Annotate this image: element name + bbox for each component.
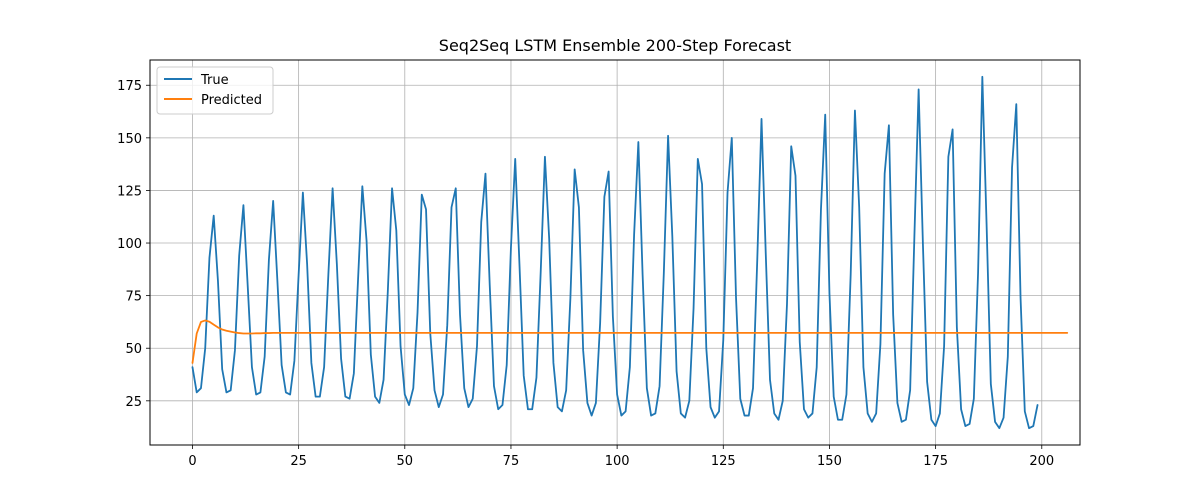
x-tick-label: 150 (817, 454, 842, 469)
plot-area-frame (149, 59, 1081, 446)
x-tick-label: 25 (290, 454, 307, 469)
series-line-predicted (191, 319, 1069, 364)
series-layer (191, 75, 1069, 430)
x-tick-label: 200 (1029, 454, 1054, 469)
y-tick-label: 100 (117, 237, 142, 252)
x-tick-label: 75 (503, 454, 520, 469)
x-tick-label: 0 (188, 454, 196, 469)
axis-ticks: 0 25 50 75 100 125 150 175 200 25 50 75 100 125 150 175 (117, 79, 1054, 469)
y-tick-label: 25 (125, 395, 142, 410)
y-tick-label: 175 (117, 79, 142, 94)
y-tick-label: 75 (125, 290, 142, 305)
y-tick-label: 150 (117, 132, 142, 147)
legend: True Predicted (156, 66, 274, 115)
y-tick-label: 125 (117, 184, 142, 199)
legend-label-true: True (200, 73, 229, 88)
y-tick-label: 50 (125, 342, 142, 357)
series-line-true (191, 75, 1039, 430)
x-tick-label: 175 (923, 454, 948, 469)
chart-title: Seq2Seq LSTM Ensemble 200-Step Forecast (439, 36, 791, 55)
legend-label-predicted: Predicted (201, 93, 262, 108)
x-tick-label: 125 (711, 454, 736, 469)
x-tick-label: 50 (397, 454, 414, 469)
x-tick-label: 100 (605, 454, 630, 469)
